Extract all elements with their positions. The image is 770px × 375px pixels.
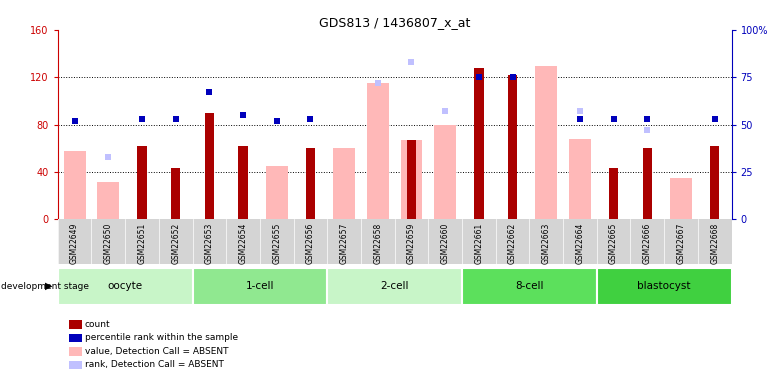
Title: GDS813 / 1436807_x_at: GDS813 / 1436807_x_at <box>319 16 470 29</box>
Text: GSM22659: GSM22659 <box>407 223 416 264</box>
Bar <box>64 151 85 219</box>
Text: GSM22650: GSM22650 <box>104 223 112 264</box>
Bar <box>205 113 214 219</box>
Text: development stage: development stage <box>1 282 89 291</box>
Bar <box>434 124 456 219</box>
Text: GSM22652: GSM22652 <box>171 223 180 264</box>
Bar <box>192 268 327 305</box>
Bar <box>597 268 732 305</box>
Text: GSM22667: GSM22667 <box>677 223 685 264</box>
Text: GSM22662: GSM22662 <box>508 223 517 264</box>
Bar <box>462 268 597 305</box>
Text: GSM22655: GSM22655 <box>273 223 281 264</box>
Text: GSM22657: GSM22657 <box>340 223 349 264</box>
Bar <box>58 268 192 305</box>
Text: GSM22651: GSM22651 <box>138 223 146 264</box>
Bar <box>710 146 719 219</box>
Text: GSM22661: GSM22661 <box>474 223 484 264</box>
Text: ▶: ▶ <box>45 281 52 291</box>
Text: GSM22658: GSM22658 <box>373 223 382 264</box>
Text: 2-cell: 2-cell <box>380 281 409 291</box>
Bar <box>327 268 462 305</box>
Bar <box>333 148 355 219</box>
Text: GSM22649: GSM22649 <box>70 223 79 264</box>
Bar <box>97 182 119 219</box>
Bar <box>239 146 248 219</box>
Bar <box>609 168 618 219</box>
Bar <box>137 146 146 219</box>
Text: GSM22656: GSM22656 <box>306 223 315 264</box>
Bar <box>569 139 591 219</box>
Bar <box>670 178 692 219</box>
Bar <box>642 148 652 219</box>
Text: percentile rank within the sample: percentile rank within the sample <box>85 333 238 342</box>
Bar <box>400 140 423 219</box>
Bar <box>508 75 517 219</box>
Bar <box>535 66 557 219</box>
Text: GSM22654: GSM22654 <box>239 223 247 264</box>
Text: count: count <box>85 320 110 329</box>
Text: oocyte: oocyte <box>108 281 142 291</box>
Bar <box>171 168 180 219</box>
Text: GSM22666: GSM22666 <box>643 223 651 264</box>
Text: GSM22668: GSM22668 <box>710 223 719 264</box>
Text: GSM22663: GSM22663 <box>542 223 551 264</box>
Text: GSM22660: GSM22660 <box>440 223 450 264</box>
Text: rank, Detection Call = ABSENT: rank, Detection Call = ABSENT <box>85 360 223 369</box>
Text: GSM22664: GSM22664 <box>575 223 584 264</box>
Text: 8-cell: 8-cell <box>515 281 544 291</box>
Text: 1-cell: 1-cell <box>246 281 274 291</box>
Bar <box>306 148 315 219</box>
Bar <box>367 83 389 219</box>
Text: blastocyst: blastocyst <box>638 281 691 291</box>
Text: value, Detection Call = ABSENT: value, Detection Call = ABSENT <box>85 347 228 356</box>
Bar <box>266 166 288 219</box>
Text: GSM22665: GSM22665 <box>609 223 618 264</box>
Bar <box>407 140 416 219</box>
Text: GSM22653: GSM22653 <box>205 223 214 264</box>
Bar <box>474 68 484 219</box>
